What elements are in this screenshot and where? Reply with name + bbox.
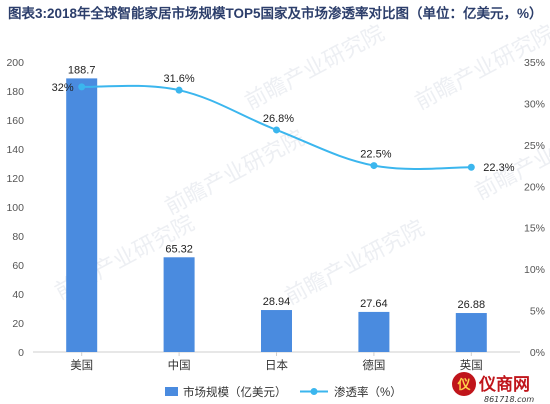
- logo-url: 861718.com: [484, 395, 534, 404]
- y-left-tick-label: 160: [6, 115, 24, 127]
- legend-bar-swatch: [165, 387, 178, 396]
- watermark-layer: 前瞻产业研究院前瞻产业研究院前瞻产业研究院前瞻产业研究院前瞻产业研究院前瞻产业研…: [51, 21, 550, 310]
- line-value-label: 32%: [52, 82, 74, 94]
- watermark-text: 前瞻产业研究院: [161, 126, 309, 220]
- bar: [163, 257, 195, 352]
- line-point: [175, 86, 183, 94]
- watermark-text: 前瞻产业研究院: [241, 21, 389, 115]
- line-point: [370, 162, 378, 170]
- bar: [261, 310, 292, 352]
- bar-value-label: 188.7: [68, 64, 96, 76]
- line-point: [78, 83, 86, 91]
- legend-line-marker: [310, 388, 318, 395]
- line-point: [273, 126, 280, 134]
- x-category-label: 中国: [168, 359, 191, 372]
- y-left-tick-label: 80: [12, 231, 24, 243]
- legend: 市场规模（亿美元） 渗透率（%）: [165, 385, 402, 399]
- line-value-label: 31.6%: [163, 73, 194, 85]
- logo-text: 仪商网: [478, 374, 530, 395]
- line-value-label: 26.8%: [263, 113, 294, 125]
- y-left-tick-label: 200: [6, 57, 24, 69]
- bar: [455, 313, 487, 352]
- y-right-tick-label: 20%: [524, 181, 545, 193]
- bar-value-label: 26.88: [458, 299, 486, 311]
- svg-text:仪: 仪: [456, 378, 471, 393]
- y-right-tick-label: 25%: [524, 140, 545, 152]
- x-category-label: 日本: [265, 358, 288, 372]
- y-left-tick-label: 100: [6, 202, 24, 214]
- line-value-label: 22.3%: [483, 162, 514, 174]
- y-left-tick-label: 0: [18, 347, 24, 359]
- line-value-label: 22.5%: [360, 149, 391, 161]
- bar: [358, 311, 390, 352]
- y-right-tick-label: 10%: [524, 264, 545, 276]
- x-category-label: 美国: [70, 358, 93, 372]
- bar-value-label: 65.32: [165, 243, 193, 255]
- legend-bar-label: 市场规模（亿美元）: [183, 385, 287, 399]
- y-right-tick-label: 15%: [524, 223, 545, 235]
- watermark-text: 前瞻产业研究院: [281, 216, 429, 310]
- y-left-tick-label: 40: [12, 289, 24, 301]
- bar-value-label: 27.64: [360, 298, 388, 310]
- y-left-tick-label: 20: [12, 318, 24, 330]
- y-right-tick-label: 35%: [524, 57, 545, 69]
- line-point: [467, 163, 475, 171]
- chart-title: 图表3:2018年全球智能家居市场规模TOP5国家及市场渗透率对比图（单位：亿美…: [8, 6, 543, 21]
- bar: [66, 78, 98, 352]
- x-category-label: 德国: [362, 358, 385, 372]
- y-left-tick-label: 60: [12, 260, 24, 272]
- legend-line-label: 渗透率（%）: [334, 385, 402, 399]
- y-left-tick-label: 120: [6, 173, 24, 185]
- y-left-tick-label: 180: [6, 86, 24, 98]
- bar-value-label: 28.94: [263, 296, 291, 308]
- site-logo: 仪 仪商网 861718.com: [452, 372, 534, 404]
- y-left-tick-label: 140: [6, 144, 24, 156]
- y-right-tick-label: 0%: [530, 347, 545, 359]
- y-right-tick-label: 5%: [530, 306, 545, 318]
- y-right-tick-label: 30%: [524, 98, 545, 110]
- x-category-label: 英国: [460, 358, 483, 372]
